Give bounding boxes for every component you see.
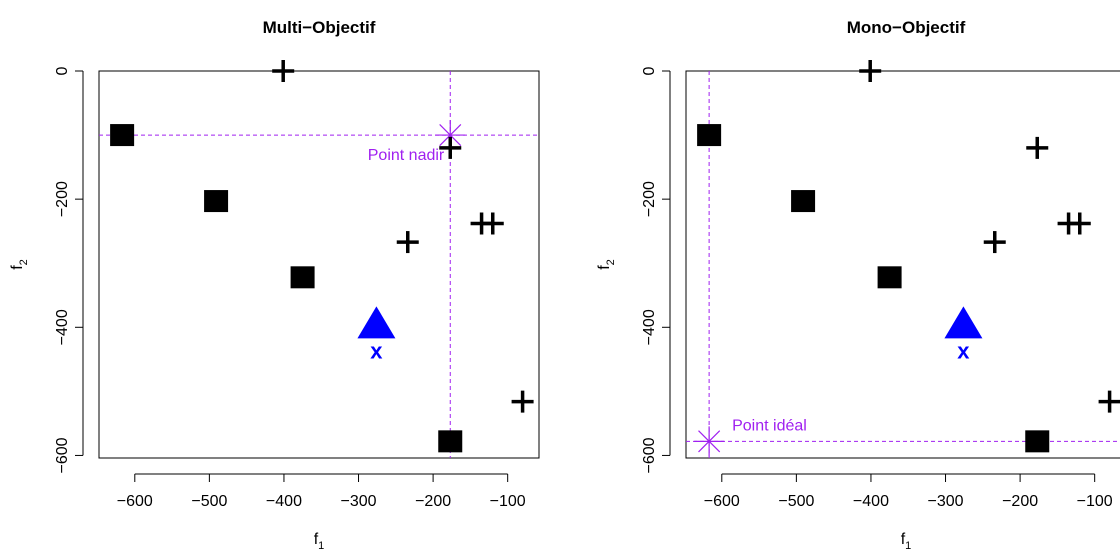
x-tick-label: −600 <box>117 493 153 510</box>
reference-point: Point idéal <box>686 71 1120 458</box>
x-axis-label-sub: 1 <box>905 540 911 552</box>
y-tick-label: 0 <box>54 66 71 75</box>
x-tick-label: −300 <box>341 493 377 510</box>
triangle-point-label: x <box>957 338 970 363</box>
plus-point <box>983 231 1006 254</box>
y-tick-label: −600 <box>54 437 71 473</box>
square-point <box>877 266 902 289</box>
square-point <box>791 190 816 213</box>
triangle-point <box>357 306 396 339</box>
y-tick-label: −200 <box>641 181 658 217</box>
x-tick-label: −500 <box>778 493 814 510</box>
series-plus <box>859 60 1120 413</box>
square-point <box>697 124 722 147</box>
x-axis-label-main: f <box>314 531 319 548</box>
plot-frame <box>685 70 1120 459</box>
y-tick-label: −400 <box>641 309 658 345</box>
y-axis-label-main: f <box>596 265 613 270</box>
reference-label: Point idéal <box>732 417 807 434</box>
series-square <box>110 124 463 453</box>
square-point <box>110 124 135 147</box>
x-axis-label-main: f <box>901 531 906 548</box>
plus-point <box>1026 136 1049 159</box>
x-axis: −600 −500 −400 −300 −200 −100 <box>117 473 526 510</box>
plus-point <box>396 231 419 254</box>
square-point <box>290 266 315 289</box>
plus-point <box>272 60 295 82</box>
triangle-point <box>944 306 983 339</box>
triangle-point-label: x <box>370 338 383 363</box>
plus-point <box>1098 390 1120 413</box>
x-tick-label: −300 <box>928 493 964 510</box>
x-tick-label: −200 <box>415 493 451 510</box>
y-axis-label-main: f <box>9 265 26 270</box>
x-tick-label: −600 <box>704 493 740 510</box>
x-tick-label: −100 <box>1077 493 1113 510</box>
x-tick-label: −500 <box>191 493 227 510</box>
plus-point <box>1068 212 1091 235</box>
y-tick-label: −400 <box>54 309 71 345</box>
y-tick-label: 0 <box>641 66 658 75</box>
reference-label: Point nadir <box>368 147 445 164</box>
y-tick-label: −600 <box>641 437 658 473</box>
x-tick-label: −200 <box>1002 493 1038 510</box>
y-axis-label-sub: 2 <box>18 259 30 265</box>
plus-point <box>439 136 462 159</box>
x-axis-label: f1 <box>314 531 325 552</box>
chart-title: Mono−Objectif <box>847 18 966 37</box>
star-ray <box>698 430 721 453</box>
y-axis-label: f2 <box>596 259 617 270</box>
plot-frame <box>98 70 540 459</box>
series-triangle: x <box>357 306 396 363</box>
star-ray <box>439 124 462 147</box>
y-axis-label-sub: 2 <box>605 259 617 265</box>
series-plus <box>272 60 534 413</box>
x-axis-label-sub: 1 <box>318 540 324 552</box>
reference-point: Point nadir <box>99 71 539 458</box>
x-axis: −600 −500 −400 −300 −200 −100 <box>704 473 1113 510</box>
y-axis-label: f2 <box>9 259 30 270</box>
square-point <box>438 430 463 453</box>
plus-point <box>859 60 882 82</box>
plus-point <box>511 390 534 413</box>
chart-panel-1: Mono−Objectif−600 −500 −400 −300 −200 −100f1−… <box>596 18 1120 552</box>
series-triangle: x <box>944 306 983 363</box>
y-axis: −600 −400 −200 0 <box>54 66 84 473</box>
y-axis: −600 −400 −200 0 <box>641 66 671 473</box>
x-tick-label: −400 <box>853 493 889 510</box>
x-tick-label: −100 <box>490 493 526 510</box>
square-point <box>1025 430 1050 453</box>
square-point <box>204 190 229 213</box>
plus-point <box>481 212 504 235</box>
reference-star-marker <box>435 120 466 151</box>
chart-title: Multi−Objectif <box>263 18 376 37</box>
chart-panel-0: Multi−Objectif−600 −500 −400 −300 −200 −100f1… <box>9 18 540 552</box>
reference-star-marker <box>694 426 725 457</box>
x-axis-label: f1 <box>901 531 912 552</box>
x-tick-label: −400 <box>266 493 302 510</box>
series-square <box>697 124 1050 453</box>
y-tick-label: −200 <box>54 181 71 217</box>
